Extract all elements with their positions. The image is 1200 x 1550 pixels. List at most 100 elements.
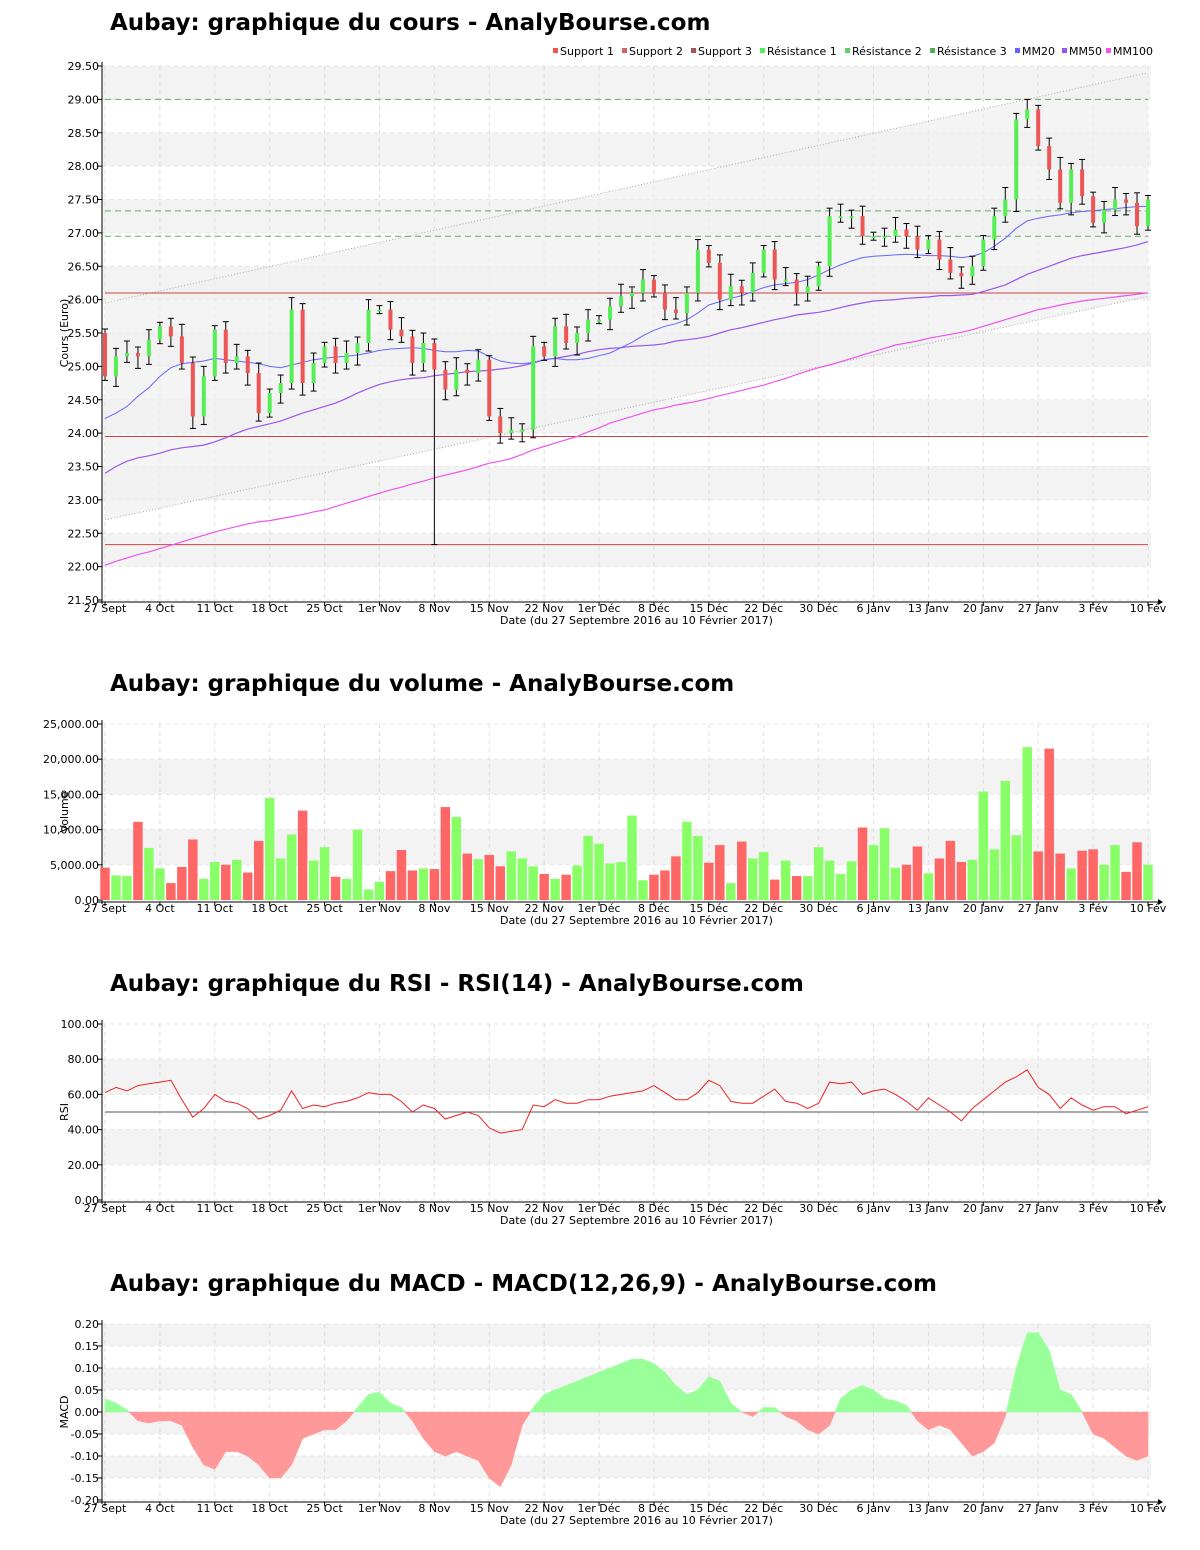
volume-bar-up xyxy=(594,843,604,900)
candle-up xyxy=(311,363,316,384)
y-tick-label: 0.15 xyxy=(75,1340,100,1353)
volume-bar-down xyxy=(791,876,802,900)
y-tick-label: 15,000.00 xyxy=(43,788,99,801)
candle-up xyxy=(267,393,272,414)
x-tick-label: 1er Déc xyxy=(578,1202,621,1215)
x-tick-label: 3 Fév xyxy=(1078,1502,1108,1515)
candle-up xyxy=(827,216,832,267)
x-tick-label: 1er Déc xyxy=(578,1502,621,1515)
y-tick-label: 22.50 xyxy=(68,527,100,540)
candle-up xyxy=(278,383,283,394)
candle-up xyxy=(926,239,931,250)
x-tick-label: 25 Oct xyxy=(306,1502,343,1515)
candle-up xyxy=(531,346,536,430)
y-tick-label: 0.20 xyxy=(75,1318,100,1331)
volume-bar-down xyxy=(429,869,440,900)
volume-bar-down xyxy=(133,821,143,900)
volume-bar-up xyxy=(210,861,220,900)
x-axis-arrow xyxy=(1158,1199,1163,1205)
candle-up xyxy=(992,216,997,240)
x-tick-label: 1er Nov xyxy=(358,1502,402,1515)
y-tick-label: 0.00 xyxy=(75,894,100,907)
x-tick-label: 20 Janv xyxy=(963,1202,1004,1215)
y-tick-label: 21.50 xyxy=(68,594,100,607)
candle-up xyxy=(1025,109,1030,120)
x-tick-label: 22 Déc xyxy=(744,1202,783,1215)
volume-bar-down xyxy=(956,861,967,900)
x-tick-label: 1er Nov xyxy=(358,1202,402,1215)
volume-bar-up xyxy=(1011,835,1021,900)
candle-up xyxy=(619,296,624,307)
grid-band xyxy=(102,759,1151,795)
candle-up xyxy=(234,356,239,364)
volume-bar-up xyxy=(879,828,890,900)
candle-down xyxy=(333,346,338,364)
candle-up xyxy=(783,279,788,282)
candle-down xyxy=(399,329,404,337)
y-tick-label: 26.00 xyxy=(68,294,100,307)
candle-up xyxy=(640,279,645,293)
volume-bar-down xyxy=(1033,851,1043,900)
x-tick-label: 22 Déc xyxy=(744,902,783,915)
legend-swatch xyxy=(760,48,765,53)
volume-bar-up xyxy=(473,859,484,900)
grid-band xyxy=(102,1412,1151,1434)
candle-down xyxy=(1036,109,1041,147)
candle-up xyxy=(1113,199,1118,210)
candle-down xyxy=(915,236,920,250)
x-tick-label: 30 Déc xyxy=(799,1502,838,1515)
legend-label: Support 3 xyxy=(698,45,752,58)
volume-bar-down xyxy=(166,883,176,900)
candle-up xyxy=(882,236,887,239)
volume-bar-up xyxy=(352,829,363,900)
y-tick-label: 26.50 xyxy=(68,260,100,273)
x-axis-arrow xyxy=(1158,899,1163,905)
volume-bar-up xyxy=(605,863,615,900)
y-tick-label: 25.00 xyxy=(68,360,100,373)
x-tick-label: 25 Oct xyxy=(306,602,343,615)
volume-bar-down xyxy=(539,873,549,900)
x-tick-label: 27 Sept xyxy=(84,1502,127,1515)
y-tick-label: -0.20 xyxy=(71,1494,99,1507)
x-tick-label: 10 Fév xyxy=(1130,602,1167,615)
volume-bar-down xyxy=(649,874,659,900)
candle-down xyxy=(662,292,667,310)
x-tick-label: 15 Nov xyxy=(470,1502,509,1515)
candle-up xyxy=(970,266,975,277)
candle-down xyxy=(410,336,415,364)
candle-down xyxy=(794,279,799,293)
x-tick-label: 30 Déc xyxy=(799,1202,838,1215)
x-tick-label: 15 Nov xyxy=(470,1202,509,1215)
legend-swatch xyxy=(622,48,627,53)
volume-bar-up xyxy=(967,859,978,900)
candle-up xyxy=(761,249,766,273)
legend-swatch xyxy=(553,48,558,53)
y-tick-label: 80.00 xyxy=(68,1053,100,1066)
candle-down xyxy=(673,309,678,313)
candle-up xyxy=(871,236,876,239)
x-tick-label: 22 Nov xyxy=(525,602,564,615)
grid-band xyxy=(102,1059,1151,1095)
candle-up xyxy=(553,326,558,357)
x-tick-label: 27 Janv xyxy=(1018,902,1059,915)
y-tick-label: 20.00 xyxy=(68,1159,100,1172)
x-tick-label: 25 Oct xyxy=(306,902,343,915)
x-tick-label: 15 Nov xyxy=(470,902,509,915)
candle-down xyxy=(190,363,195,417)
volume-bar-up xyxy=(1143,864,1153,900)
x-tick-label: 4 Oct xyxy=(145,602,175,615)
volume-bar-up xyxy=(155,868,165,900)
volume-bar-up xyxy=(813,847,824,900)
candle-down xyxy=(706,249,711,263)
volume-bar-down xyxy=(1132,842,1142,900)
x-axis-title: Date (du 27 Septembre 2016 au 10 Février… xyxy=(500,614,773,627)
x-tick-label: 3 Fév xyxy=(1078,902,1108,915)
volume-bar-down xyxy=(901,864,912,900)
volume-bar-down xyxy=(297,810,308,900)
candle-down xyxy=(948,259,953,273)
candle-down xyxy=(300,309,305,384)
volume-bar-up xyxy=(1066,868,1076,900)
volume-bar-up xyxy=(308,860,319,900)
x-tick-label: 30 Déc xyxy=(799,902,838,915)
volume-bar-down xyxy=(912,846,923,900)
